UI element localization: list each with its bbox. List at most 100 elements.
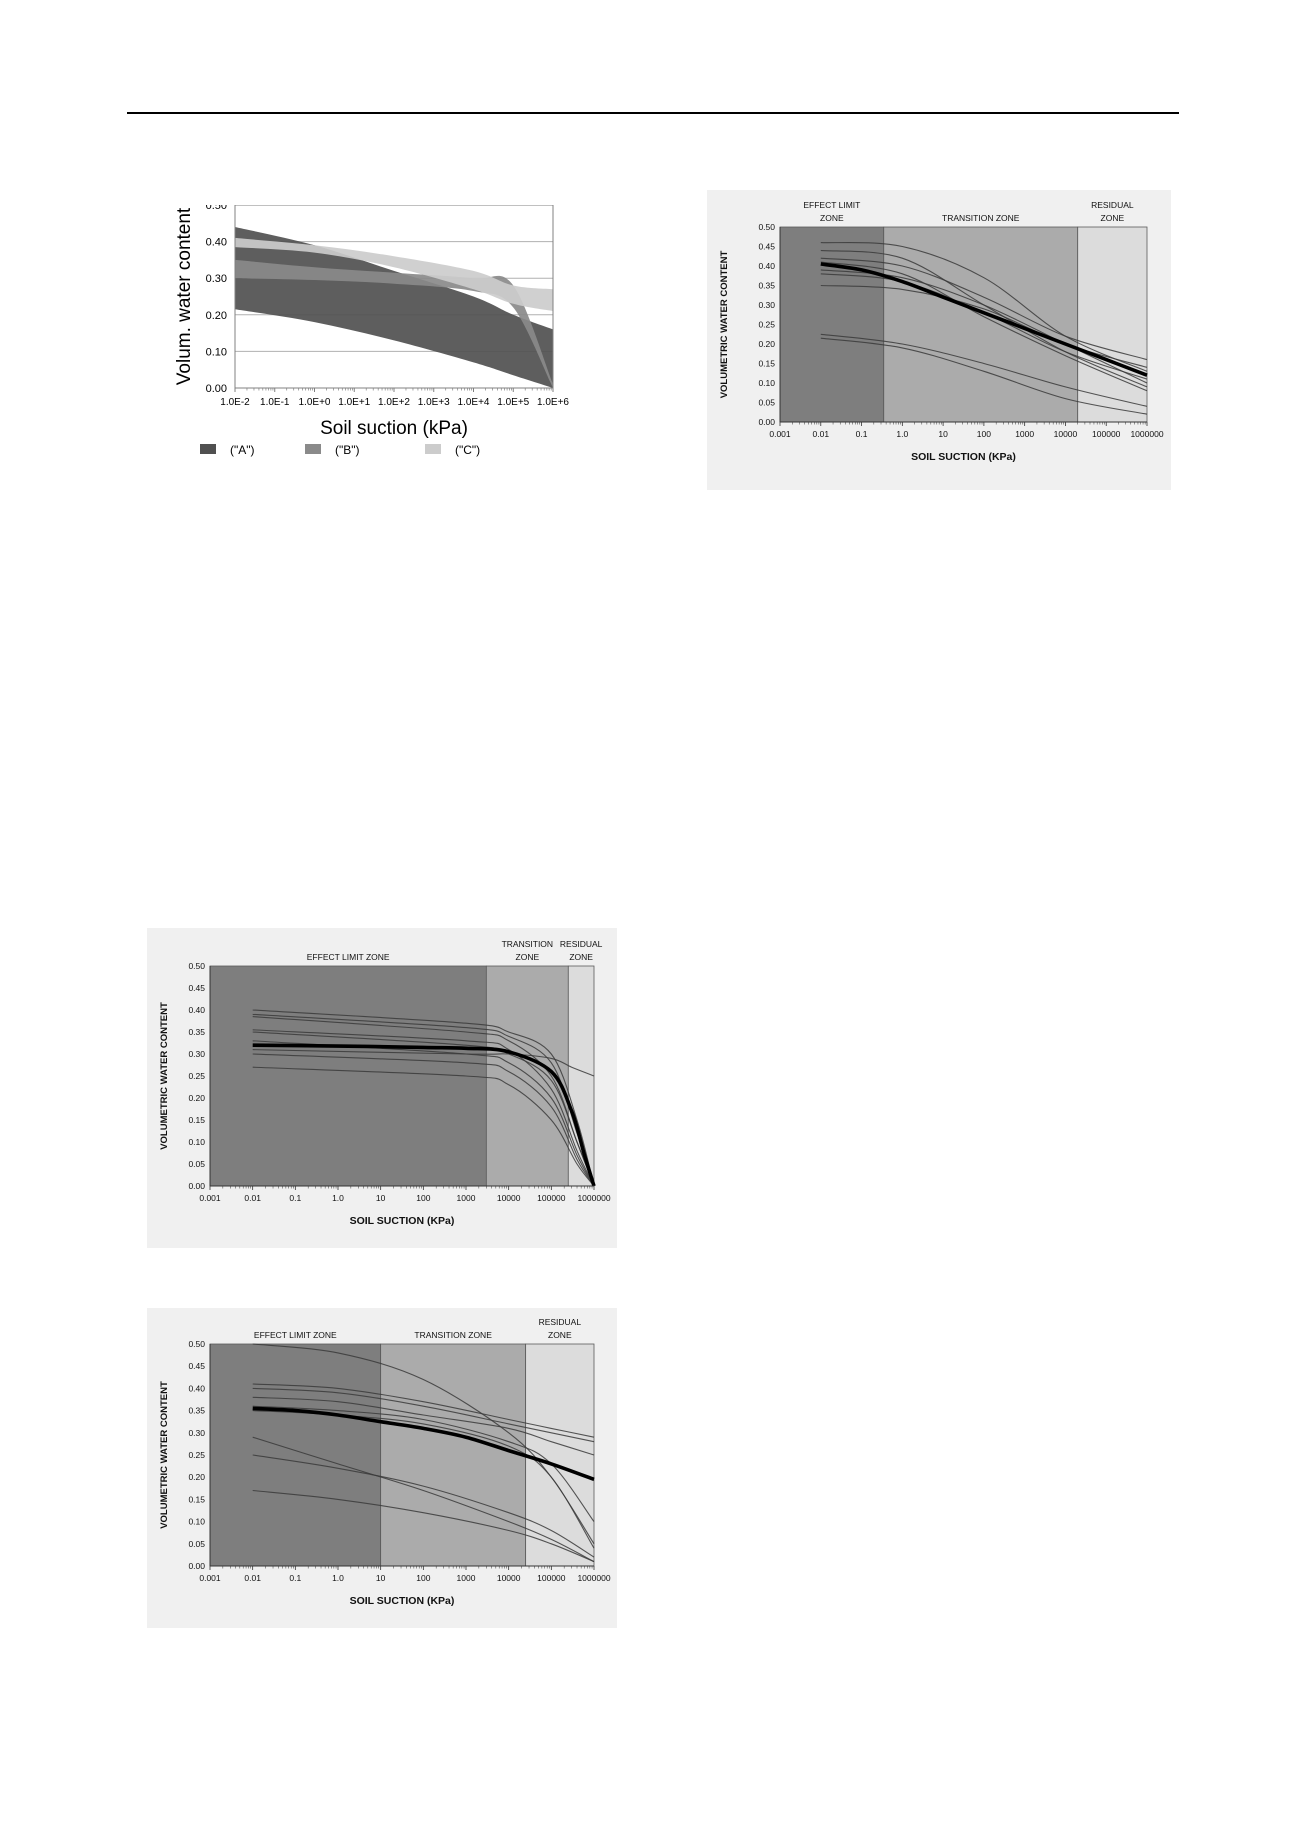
chart-b: EFFECT LIMIT ZONE TRANSITION ZONE RESIDUAL Z… [707,190,1171,490]
y-tick-label: 0.10 [188,1517,205,1527]
x-tick-label: 100000 [537,1193,566,1203]
y-tick-label: 0.25 [188,1071,205,1081]
x-tick-label: 1.0E+6 [537,397,569,408]
swcc-curve [252,1031,595,1187]
y-axis-label: Volum. water content [174,207,195,385]
x-tick-label: 100000 [537,1573,566,1583]
zone-label: RESIDUAL [539,1317,582,1327]
y-tick-label: 0.45 [188,1361,205,1371]
zone-label: ZONE [548,1330,572,1340]
x-tick-label: 10 [376,1573,386,1583]
y-tick-label: 0.50 [188,1339,205,1349]
x-tick-label: 100000 [1092,429,1121,439]
y-tick-label: 0.10 [188,1137,205,1147]
mean-curve [820,262,1148,377]
x-tick-label: 100 [977,429,991,439]
zone-2 [380,1343,527,1567]
x-tick-label: 10 [938,429,948,439]
swcc-curve [252,1454,595,1558]
x-tick-label: 10000 [497,1193,521,1203]
y-tick-label: 0.30 [188,1428,205,1438]
x-tick-label: 0.001 [199,1193,221,1203]
x-tick-label: 1.0E+3 [418,397,450,408]
y-tick-label: 0.00 [188,1561,205,1571]
y-tick-label: 0.05 [758,398,775,408]
y-tick-label: 0.15 [188,1115,205,1125]
swcc-curve [252,1383,595,1438]
swcc-curve [820,241,1148,372]
x-tick-label: 100 [416,1573,430,1583]
y-axis-label: VOLUMETRIC WATER CONTENT [719,251,730,399]
y-tick-label: 0.05 [188,1159,205,1169]
y-tick-label: 0.00 [758,417,775,427]
swcc-curve [820,337,1148,415]
swcc-curve [252,1049,595,1077]
x-tick-label: 0.1 [289,1193,301,1203]
x-tick-label: 1000 [457,1193,476,1203]
header-rule [127,112,1179,114]
legend-swatch [200,444,216,454]
x-tick-label: 1000000 [577,1573,610,1583]
y-tick-label: 0.25 [188,1450,205,1460]
x-tick-label: 1.0 [896,429,908,439]
y-tick-label: 0.50 [188,961,205,971]
y-tick-label: 0.45 [188,983,205,993]
zone-2 [883,226,1079,423]
swcc-curve [252,1053,595,1187]
x-tick-label: 1.0E+2 [378,397,410,408]
x-tick-label: 1.0E-1 [260,397,290,408]
zone-1 [209,1343,382,1567]
band-c [235,237,553,312]
swcc-curve [252,1436,595,1563]
zone-label: RESIDUAL [560,939,603,949]
x-tick-label: 1.0E+0 [299,397,331,408]
legend-swatch [425,444,441,454]
zone-label: EFFECT LIMIT ZONE [307,952,390,962]
x-tick-label: 10000 [497,1573,521,1583]
chart-c: EFFECT LIMIT ZONE TRANSITION ZONE RESIDUAL Z… [147,928,617,1248]
y-tick-label: 0.20 [188,1472,205,1482]
x-axis-label: SOIL SUCTION (KPa) [350,1215,455,1227]
x-tick-label: 1.0E-2 [220,397,250,408]
x-axis-label: SOIL SUCTION (KPa) [911,451,1016,463]
x-tick-label: 100 [416,1193,430,1203]
swcc-curve [252,1066,595,1187]
y-tick-label: 0.20 [758,339,775,349]
x-tick-label: 1.0 [332,1193,344,1203]
y-tick-label: 0.30 [206,273,227,285]
x-tick-label: 0.1 [856,429,868,439]
x-axis-label: SOIL SUCTION (KPa) [350,1595,455,1607]
y-tick-label: 0.50 [758,222,775,232]
y-tick-label: 0.50 [206,205,227,212]
zone-label: EFFECT LIMIT ZONE [254,1330,337,1340]
chart-d: EFFECT LIMIT ZONE TRANSITION ZONE RESIDUAL… [147,1308,617,1628]
legend-label: ("A") [230,443,255,457]
zone-3 [525,1343,595,1567]
x-tick-label: 0.01 [813,429,830,439]
x-axis-label: Soil suction (kPa) [320,418,468,439]
x-tick-label: 1000 [457,1573,476,1583]
y-tick-label: 0.10 [206,346,227,358]
mean-curve [252,1043,596,1187]
mean-curve [252,1406,595,1482]
y-tick-label: 0.10 [758,378,775,388]
x-tick-label: 1000000 [577,1193,610,1203]
x-tick-label: 0.001 [199,1573,221,1583]
x-tick-label: 0.01 [244,1193,261,1203]
y-axis-label: VOLUMETRIC WATER CONTENT [159,1381,170,1529]
swcc-curve [252,1489,595,1563]
x-tick-label: 10000 [1054,429,1078,439]
y-tick-label: 0.30 [758,300,775,310]
x-tick-label: 0.1 [289,1573,301,1583]
swcc-curve [252,1396,595,1456]
y-tick-label: 0.40 [206,237,227,249]
x-tick-label: 0.001 [769,429,791,439]
zone-label: TRANSITION ZONE [414,1330,492,1340]
y-tick-label: 0.45 [758,242,775,252]
y-tick-label: 0.15 [188,1494,205,1504]
chart-a: 0.00 0.10 0.20 0.30 0.40 0.50 1.0E-2 1.0E-1 1.0E… [174,205,569,457]
zone-label: TRANSITION [502,939,553,949]
y-tick-label: 0.35 [758,281,775,291]
y-tick-label: 0.20 [206,310,227,322]
y-tick-label: 0.25 [758,320,775,330]
